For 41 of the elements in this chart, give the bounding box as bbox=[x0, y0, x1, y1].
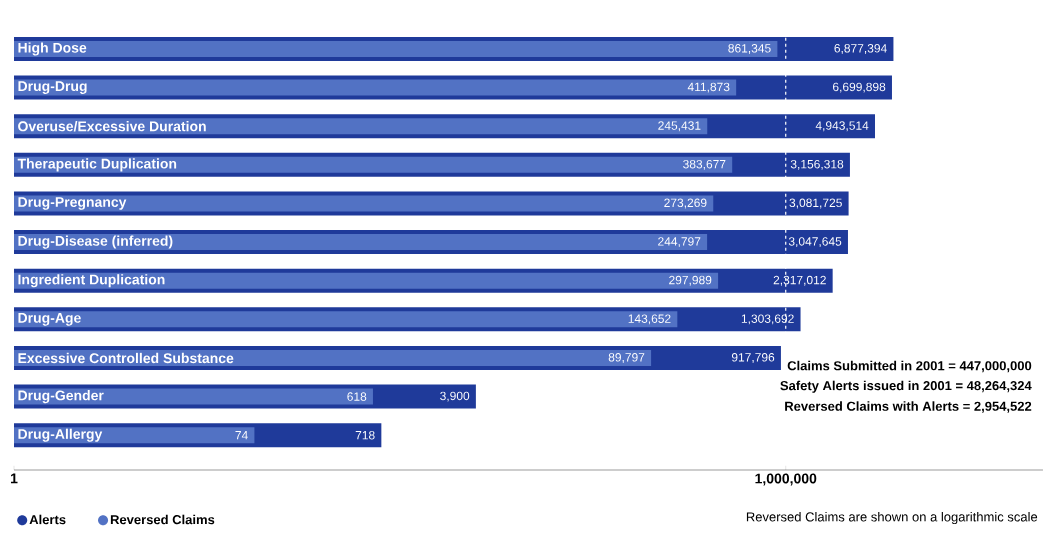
data-label: 245,431 bbox=[658, 121, 701, 132]
data-label: 143,652 bbox=[628, 314, 671, 325]
annotation: Reversed Claims with Alerts = 2,954,522 bbox=[785, 401, 1032, 413]
data-label: 244,797 bbox=[658, 237, 701, 248]
data-label: 273,269 bbox=[664, 198, 707, 209]
y-tick-label: Drug-Age bbox=[18, 313, 81, 326]
y-tick-label: Ingredient Duplication bbox=[18, 274, 165, 288]
data-label: 3,900 bbox=[440, 391, 470, 402]
data-label: 718 bbox=[355, 431, 375, 440]
data-label: 3,047,645 bbox=[788, 237, 842, 248]
y-tick-label: Excessive Controlled Substance bbox=[18, 352, 234, 364]
y-tick-label: Therapeutic Duplication bbox=[17, 158, 177, 172]
data-label: 4,943,514 bbox=[815, 121, 869, 132]
data-label: 74 bbox=[235, 431, 248, 440]
data-label: 297,989 bbox=[669, 275, 712, 286]
data-label: 2,317,012 bbox=[773, 275, 826, 286]
x-tick-label: 1 bbox=[10, 473, 18, 484]
data-label: 411,873 bbox=[687, 82, 730, 93]
y-tick-label: High Dose bbox=[18, 42, 87, 56]
data-label: 89,797 bbox=[608, 353, 645, 363]
data-label: 6,877,394 bbox=[834, 44, 887, 54]
text: Reversed Claims are shown on a logarithmic scale bbox=[746, 511, 1038, 525]
annotation: Claims Submitted in 2001 = 447,000,000 bbox=[787, 360, 1032, 373]
y-tick-label: Drug-Gender bbox=[18, 390, 104, 404]
y-tick-label: Drug-Pregnancy bbox=[18, 197, 127, 210]
annotation: Safety Alerts issued in 2001 = 48,264,324 bbox=[780, 380, 1032, 393]
y-tick-label: Drug-Disease (inferred) bbox=[18, 235, 173, 249]
data-label: 618 bbox=[347, 392, 367, 401]
data-label: 1,303,692 bbox=[741, 314, 794, 325]
y-tick-label: Drug-Drug bbox=[18, 81, 87, 94]
data-label: 3,156,318 bbox=[790, 159, 844, 170]
legend-label: Alerts bbox=[29, 514, 66, 525]
data-label: 3,081,725 bbox=[789, 198, 842, 209]
data-label: 383,677 bbox=[683, 159, 726, 170]
y-tick-label: Drug-Allergy bbox=[18, 428, 103, 442]
legend-label: Reversed Claims bbox=[110, 514, 215, 525]
x-tick-label: 1,000,000 bbox=[755, 473, 817, 486]
data-label: 861,345 bbox=[728, 44, 771, 54]
data-label: 6,699,898 bbox=[833, 82, 886, 93]
data-label: 917,796 bbox=[731, 353, 775, 363]
y-tick-label: Overuse/Excessive Duration bbox=[18, 121, 206, 132]
